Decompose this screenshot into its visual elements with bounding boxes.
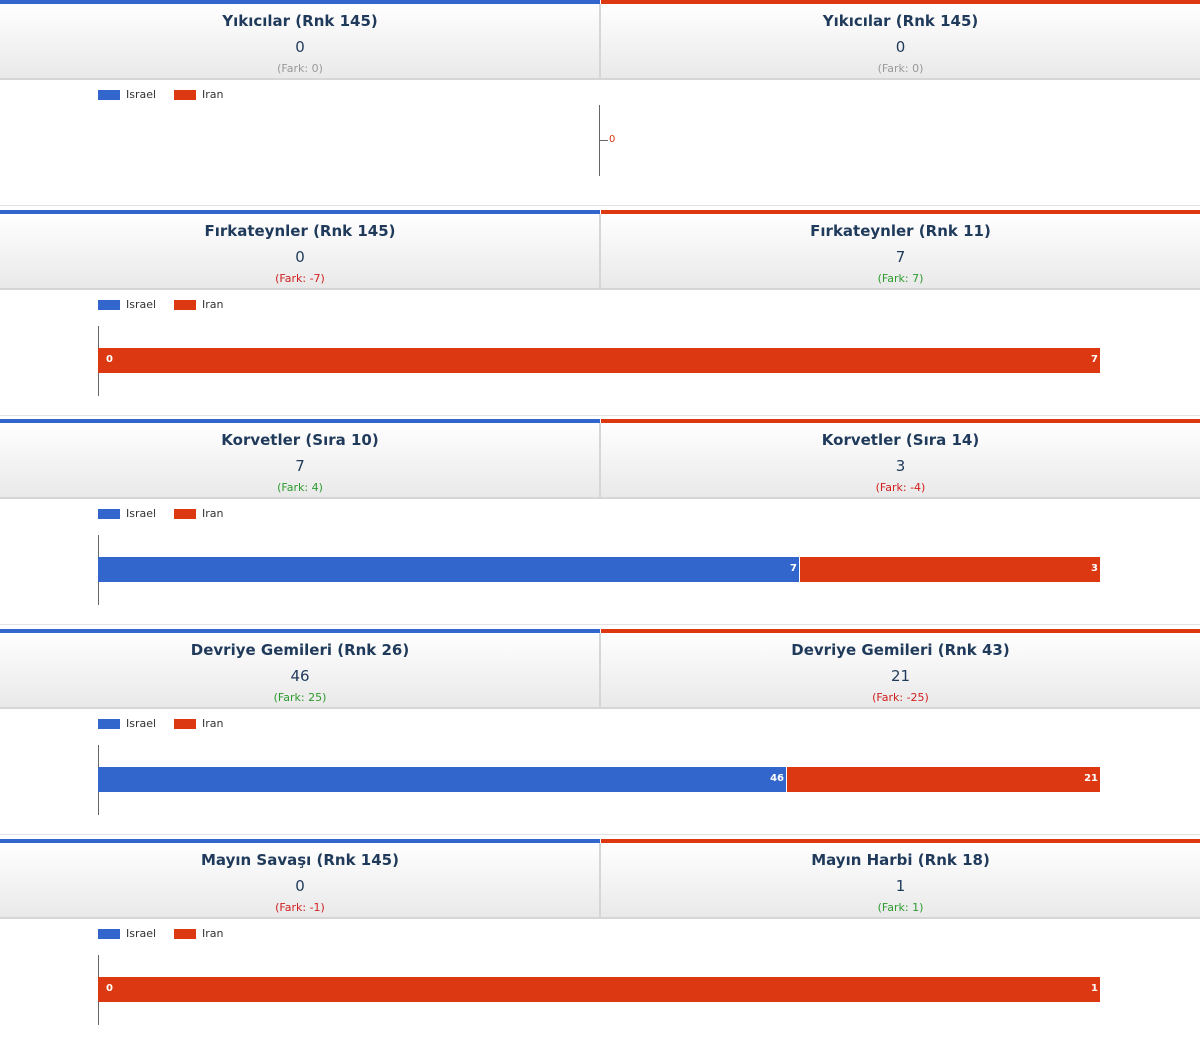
bar-iran[interactable] xyxy=(98,348,1100,373)
bar-value-label-israel: 46 xyxy=(770,773,784,784)
legend-label-israel: Israel xyxy=(126,507,157,520)
axis-tick xyxy=(600,140,608,141)
iran-stat-header: Fırkateynler (Rnk 11) 7 (Fark: 7) xyxy=(601,210,1200,290)
header-divider xyxy=(599,633,601,709)
chart-axis xyxy=(599,105,600,176)
stat-difference: (Fark: -4) xyxy=(875,481,926,494)
header-divider xyxy=(599,214,601,290)
legend-label-iran: Iran xyxy=(202,507,224,520)
stat-title: Devriye Gemileri (Rnk 26) xyxy=(190,641,410,659)
header-divider xyxy=(599,843,601,919)
legend-swatch-israel xyxy=(98,929,120,939)
iran-stat-header: Korvetler (Sıra 14) 3 (Fark: -4) xyxy=(601,419,1200,499)
stat-value: 0 xyxy=(295,38,305,56)
stat-title: Devriye Gemileri (Rnk 43) xyxy=(791,641,1010,659)
stat-title: Fırkateynler (Rnk 145) xyxy=(204,222,396,240)
legend-swatch-iran xyxy=(174,719,196,729)
legend-swatch-israel xyxy=(98,719,120,729)
stat-title: Korvetler (Sıra 10) xyxy=(221,431,379,449)
legend-label-iran: Iran xyxy=(202,717,224,730)
israel-stat-header: Korvetler (Sıra 10) 7 (Fark: 4) xyxy=(0,419,600,499)
stat-difference: (Fark: 4) xyxy=(277,481,323,494)
stat-difference: (Fark: -1) xyxy=(275,901,325,914)
iran-stat-header: Yıkıcılar (Rnk 145) 0 (Fark: 0) xyxy=(601,0,1200,80)
header-divider xyxy=(599,4,601,80)
legend-swatch-iran xyxy=(174,300,196,310)
stat-difference: (Fark: 1) xyxy=(877,901,924,914)
comparison-section: Korvetler (Sıra 10) 7 (Fark: 4) Korvetler (… xyxy=(0,419,1200,629)
section-separator xyxy=(0,624,1200,625)
legend-label-israel: Israel xyxy=(126,298,157,311)
bar-chart: 46 21 xyxy=(0,729,1200,815)
comparison-section: Fırkateynler (Rnk 145) 0 (Fark: -7) Fırkate… xyxy=(0,210,1200,420)
section-separator xyxy=(0,834,1200,835)
bar-chart: 0 xyxy=(0,100,1200,180)
stat-title: Yıkıcılar (Rnk 145) xyxy=(822,12,979,30)
comparison-section: Devriye Gemileri (Rnk 26) 46 (Fark: 25) Dev… xyxy=(0,629,1200,839)
legend-label-iran: Iran xyxy=(202,88,224,101)
legend-swatch-israel xyxy=(98,90,120,100)
bar-israel[interactable] xyxy=(98,767,786,792)
bar-value-label-iran: 21 xyxy=(1084,773,1098,784)
bar-iran[interactable] xyxy=(787,767,1100,792)
stat-difference: (Fark: 7) xyxy=(877,272,924,285)
zero-value-label: 0 xyxy=(609,134,616,145)
bar-israel[interactable] xyxy=(98,557,799,582)
legend-swatch-israel xyxy=(98,300,120,310)
stat-value: 7 xyxy=(895,248,906,266)
stat-difference: (Fark: -7) xyxy=(275,272,325,285)
israel-stat-header: Mayın Savaşı (Rnk 145) 0 (Fark: -1) xyxy=(0,839,600,919)
bar-iran[interactable] xyxy=(800,557,1100,582)
stat-value: 0 xyxy=(295,877,305,895)
legend-label-israel: Israel xyxy=(126,717,157,730)
stat-title: Fırkateynler (Rnk 11) xyxy=(810,222,991,240)
stat-title: Yıkıcılar (Rnk 145) xyxy=(222,12,378,30)
stat-difference: (Fark: 0) xyxy=(277,62,323,75)
bar-value-label-iran: 7 xyxy=(1091,354,1098,365)
section-separator xyxy=(0,205,1200,206)
legend-swatch-iran xyxy=(174,90,196,100)
header-divider xyxy=(599,423,601,499)
stat-value: 0 xyxy=(295,248,305,266)
stat-difference: (Fark: 25) xyxy=(273,691,327,704)
legend-label-israel: Israel xyxy=(126,927,157,940)
stat-title: Mayın Savaşı (Rnk 145) xyxy=(201,851,399,869)
bar-value-label-israel: 7 xyxy=(790,563,797,574)
stat-value: 21 xyxy=(890,667,911,685)
comparison-section: Yıkıcılar (Rnk 145) 0 (Fark: 0) Yıkıcılar (… xyxy=(0,0,1200,210)
stat-value: 0 xyxy=(895,38,906,56)
legend-swatch-iran xyxy=(174,929,196,939)
comparison-section: Mayın Savaşı (Rnk 145) 0 (Fark: -1) Mayın H… xyxy=(0,839,1200,1049)
stat-value: 7 xyxy=(295,457,305,475)
bar-value-label-iran: 1 xyxy=(1091,983,1098,994)
israel-stat-header: Devriye Gemileri (Rnk 26) 46 (Fark: 25) xyxy=(0,629,600,709)
iran-stat-header: Devriye Gemileri (Rnk 43) 21 (Fark: -25) xyxy=(601,629,1200,709)
legend-swatch-iran xyxy=(174,509,196,519)
stat-value: 3 xyxy=(895,457,906,475)
israel-stat-header: Yıkıcılar (Rnk 145) 0 (Fark: 0) xyxy=(0,0,600,80)
stat-value: 1 xyxy=(895,877,906,895)
iran-stat-header: Mayın Harbi (Rnk 18) 1 (Fark: 1) xyxy=(601,839,1200,919)
section-separator xyxy=(0,415,1200,416)
legend-label-iran: Iran xyxy=(202,298,224,311)
legend-swatch-israel xyxy=(98,509,120,519)
legend-label-iran: Iran xyxy=(202,927,224,940)
stat-title: Mayın Harbi (Rnk 18) xyxy=(811,851,990,869)
stat-difference: (Fark: -25) xyxy=(872,691,929,704)
stat-value: 46 xyxy=(290,667,310,685)
bar-value-label-israel: 0 xyxy=(106,354,113,365)
bar-value-label-israel: 0 xyxy=(106,983,113,994)
stat-difference: (Fark: 0) xyxy=(877,62,924,75)
bar-value-label-iran: 3 xyxy=(1091,563,1098,574)
bar-iran[interactable] xyxy=(98,977,1100,1002)
stat-title: Korvetler (Sıra 14) xyxy=(821,431,980,449)
israel-stat-header: Fırkateynler (Rnk 145) 0 (Fark: -7) xyxy=(0,210,600,290)
legend-label-israel: Israel xyxy=(126,88,157,101)
